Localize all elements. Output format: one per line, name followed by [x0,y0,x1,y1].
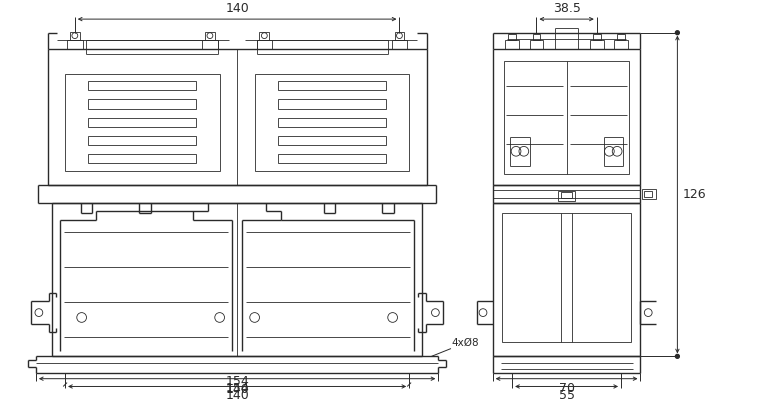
Text: 154: 154 [225,382,249,395]
Bar [205,32,215,40]
Text: 126: 126 [682,188,706,201]
Bar [278,81,386,90]
Bar [278,99,386,109]
Text: 70: 70 [559,382,575,395]
Bar [67,40,83,49]
Text: 55: 55 [559,389,575,402]
Bar [88,99,197,109]
Bar [391,40,407,49]
Bar [394,32,404,40]
Bar [561,192,572,198]
Bar [530,40,543,49]
Bar [255,74,409,171]
Bar [558,191,575,201]
Bar [257,40,272,49]
Bar [508,34,516,40]
Bar [88,81,197,90]
Text: 4xØ8: 4xØ8 [452,338,480,347]
Text: 38.5: 38.5 [553,2,581,15]
Text: 154: 154 [225,375,249,388]
Bar [278,118,386,127]
Bar [202,40,217,49]
Bar [593,34,600,40]
Bar [617,34,625,40]
Circle shape [676,31,679,35]
Bar [644,191,652,197]
Text: 140: 140 [225,389,249,402]
Bar [642,189,656,199]
Text: 140: 140 [225,2,249,15]
Bar [88,136,197,145]
Bar [278,136,386,145]
Bar [502,213,631,342]
Bar [88,154,197,163]
Circle shape [676,354,679,358]
Bar [278,154,386,163]
Bar [88,118,197,127]
Bar [505,40,519,49]
Bar [505,61,629,174]
Bar [65,74,220,171]
Text: 140: 140 [225,383,249,396]
Bar [259,32,269,40]
Bar [533,34,540,40]
Bar [70,32,80,40]
Bar [590,40,603,49]
Bar [614,40,628,49]
